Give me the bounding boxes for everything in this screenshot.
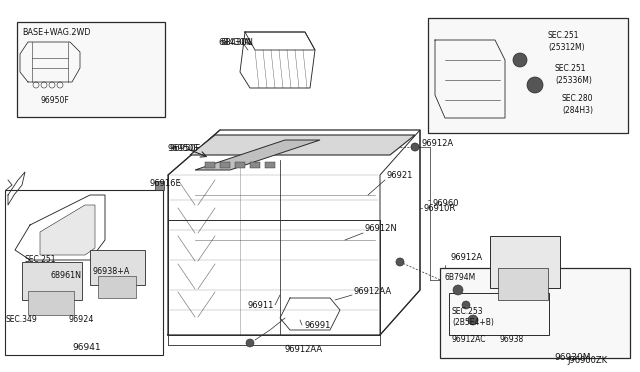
Text: 96991: 96991 — [305, 321, 332, 330]
Text: 96960: 96960 — [433, 199, 460, 208]
Text: SEC.251: SEC.251 — [24, 256, 56, 264]
Text: (25336M): (25336M) — [555, 76, 592, 84]
Text: 68430N: 68430N — [218, 38, 251, 46]
Text: 96930M: 96930M — [554, 353, 591, 362]
Bar — [17, 22, 165, 117]
Text: 96924: 96924 — [68, 315, 93, 324]
Text: (284H3): (284H3) — [562, 106, 593, 115]
Circle shape — [513, 53, 527, 67]
Circle shape — [453, 285, 463, 295]
Circle shape — [411, 143, 419, 151]
Bar — [428, 18, 628, 133]
Bar — [205, 162, 215, 168]
Text: J96900ZK: J96900ZK — [568, 356, 608, 365]
Circle shape — [468, 315, 478, 325]
Text: SEC.251: SEC.251 — [555, 64, 586, 73]
Text: 68430N: 68430N — [220, 38, 253, 46]
Text: 96912A: 96912A — [422, 138, 454, 148]
Bar — [220, 162, 230, 168]
Polygon shape — [195, 140, 320, 170]
Text: 96941: 96941 — [72, 343, 100, 353]
Bar — [22, 262, 82, 300]
Circle shape — [462, 301, 470, 309]
Bar — [155, 181, 164, 190]
Bar — [235, 162, 245, 168]
Text: 68961N: 68961N — [50, 270, 81, 279]
Bar — [449, 293, 549, 335]
Bar — [28, 291, 74, 315]
Text: 96938: 96938 — [500, 336, 524, 344]
Text: 96912A: 96912A — [451, 253, 483, 263]
Text: 96921: 96921 — [387, 170, 413, 180]
Text: SEC.349: SEC.349 — [5, 315, 36, 324]
Bar — [90, 250, 145, 285]
Bar — [5, 190, 163, 355]
Text: SEC.251: SEC.251 — [548, 31, 579, 39]
Bar — [498, 268, 548, 300]
Text: SEC.280: SEC.280 — [562, 93, 593, 103]
Circle shape — [246, 339, 254, 347]
Polygon shape — [40, 205, 95, 255]
Text: 6B794M: 6B794M — [445, 273, 476, 282]
Text: 96912N: 96912N — [365, 224, 397, 232]
Text: 96910R: 96910R — [424, 203, 456, 212]
Circle shape — [527, 77, 543, 93]
Text: 96938+A: 96938+A — [92, 267, 129, 276]
Text: 96912AA: 96912AA — [354, 288, 392, 296]
Text: 96911: 96911 — [248, 301, 275, 310]
Text: SEC.253: SEC.253 — [452, 308, 484, 317]
Bar — [250, 162, 260, 168]
Text: (25312M): (25312M) — [548, 42, 584, 51]
Polygon shape — [190, 135, 415, 155]
Text: 96950F: 96950F — [40, 96, 68, 105]
Text: BASE+WAG.2WD: BASE+WAG.2WD — [22, 28, 90, 36]
Text: 96950F: 96950F — [168, 144, 199, 153]
Text: 96912AA: 96912AA — [285, 346, 323, 355]
Bar — [440, 268, 630, 358]
Circle shape — [396, 258, 404, 266]
Bar — [98, 276, 136, 298]
Text: 96950F: 96950F — [170, 144, 201, 153]
Bar — [490, 236, 560, 288]
Text: 96912AC: 96912AC — [452, 336, 486, 344]
Text: 96916E: 96916E — [149, 179, 180, 187]
Text: (2B5E4+B): (2B5E4+B) — [452, 318, 494, 327]
Bar — [265, 162, 275, 168]
